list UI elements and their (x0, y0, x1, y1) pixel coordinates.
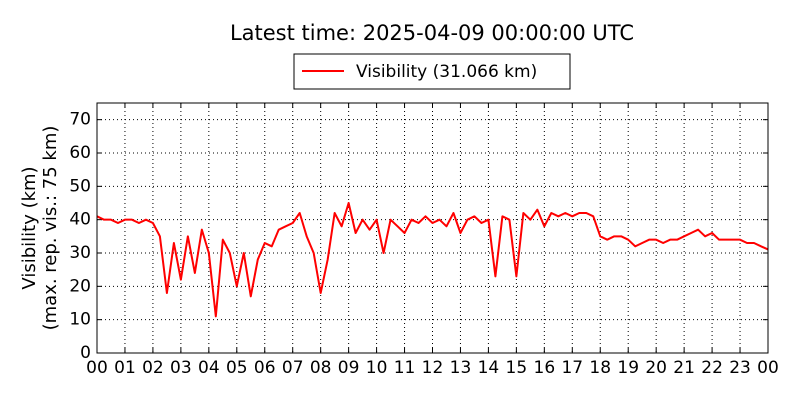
y-tick-label: 40 (69, 210, 91, 230)
x-tick-label: 22 (701, 358, 723, 378)
x-tick-label: 11 (394, 358, 416, 378)
x-tick-label: 04 (198, 358, 220, 378)
x-tick-label: 21 (673, 358, 695, 378)
y-tick-label: 0 (80, 343, 91, 363)
x-tick-label: 12 (422, 358, 444, 378)
x-tick-label: 07 (282, 358, 304, 378)
x-tick-label: 13 (450, 358, 472, 378)
x-tick-label: 00 (757, 358, 779, 378)
y-tick-label: 20 (69, 276, 91, 296)
x-tick-label: 17 (561, 358, 583, 378)
y-tick-label: 30 (69, 243, 91, 263)
x-tick-label: 02 (142, 358, 164, 378)
x-tick-label: 14 (478, 358, 500, 378)
y-axis-label: (max. rep. vis.: 75 km) (40, 126, 61, 331)
x-tick-label: 10 (366, 358, 388, 378)
y-tick-label: 10 (69, 310, 91, 330)
y-tick-label: 70 (69, 110, 91, 130)
x-tick-label: 19 (617, 358, 639, 378)
x-tick-label: 03 (170, 358, 192, 378)
x-tick-label: 18 (589, 358, 611, 378)
legend-label: Visibility (31.066 km) (356, 62, 537, 82)
y-axis-label: Visibility (km) (19, 166, 40, 289)
x-tick-label: 05 (226, 358, 248, 378)
x-tick-label: 15 (506, 358, 528, 378)
x-tick-label: 16 (534, 358, 556, 378)
x-tick-label: 01 (114, 358, 136, 378)
chart-title: Latest time: 2025-04-09 00:00:00 UTC (230, 21, 634, 45)
x-tick-label: 20 (645, 358, 667, 378)
data-line (96, 202, 769, 318)
x-tick-label: 06 (254, 358, 276, 378)
x-tick-label: 00 (86, 358, 108, 378)
y-tick-label: 60 (69, 143, 91, 163)
y-tick-label: 50 (69, 176, 91, 196)
x-tick-label: 23 (729, 358, 751, 378)
x-tick-label: 09 (338, 358, 360, 378)
plot-frame (96, 102, 769, 354)
x-tick-label: 08 (310, 358, 332, 378)
